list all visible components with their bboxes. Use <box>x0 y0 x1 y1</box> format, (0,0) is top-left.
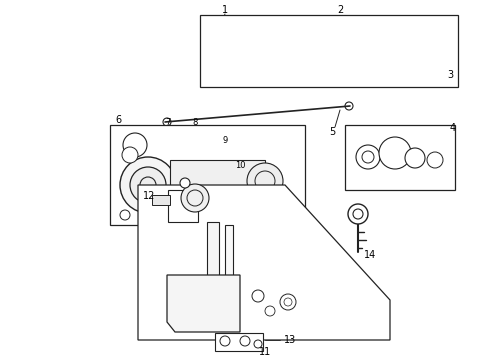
Text: 2: 2 <box>337 5 343 15</box>
Bar <box>207 222 219 292</box>
Circle shape <box>120 210 130 220</box>
Circle shape <box>122 147 138 163</box>
Circle shape <box>275 210 285 220</box>
Text: 10: 10 <box>235 161 245 170</box>
Circle shape <box>353 209 363 219</box>
Text: 6: 6 <box>115 115 121 125</box>
Bar <box>215 333 263 351</box>
Circle shape <box>427 152 443 168</box>
Polygon shape <box>138 185 390 340</box>
Circle shape <box>247 163 283 199</box>
Circle shape <box>356 145 380 169</box>
Text: 7: 7 <box>165 117 171 126</box>
Circle shape <box>181 184 209 212</box>
Circle shape <box>180 178 190 188</box>
Text: 1: 1 <box>222 5 228 15</box>
Circle shape <box>120 157 176 213</box>
Bar <box>168 190 198 222</box>
Text: 11: 11 <box>259 347 271 357</box>
Bar <box>225 225 233 295</box>
Circle shape <box>280 294 296 310</box>
Text: 4: 4 <box>450 123 456 133</box>
Polygon shape <box>200 15 458 87</box>
Text: 9: 9 <box>222 135 228 144</box>
Text: 12: 12 <box>143 191 155 201</box>
Bar <box>345 125 455 190</box>
Text: 14: 14 <box>364 250 376 260</box>
Text: 5: 5 <box>329 127 335 137</box>
Circle shape <box>405 148 425 168</box>
Bar <box>203 292 223 307</box>
Bar <box>170 160 265 202</box>
Bar <box>110 125 305 225</box>
Text: 3: 3 <box>447 70 453 80</box>
Text: 13: 13 <box>284 335 296 345</box>
Bar <box>152 195 170 205</box>
Text: 8: 8 <box>192 117 197 126</box>
Polygon shape <box>167 275 240 332</box>
Circle shape <box>379 137 411 169</box>
Circle shape <box>130 167 166 203</box>
Circle shape <box>123 133 147 157</box>
Circle shape <box>252 290 264 302</box>
Circle shape <box>348 204 368 224</box>
Circle shape <box>265 306 275 316</box>
